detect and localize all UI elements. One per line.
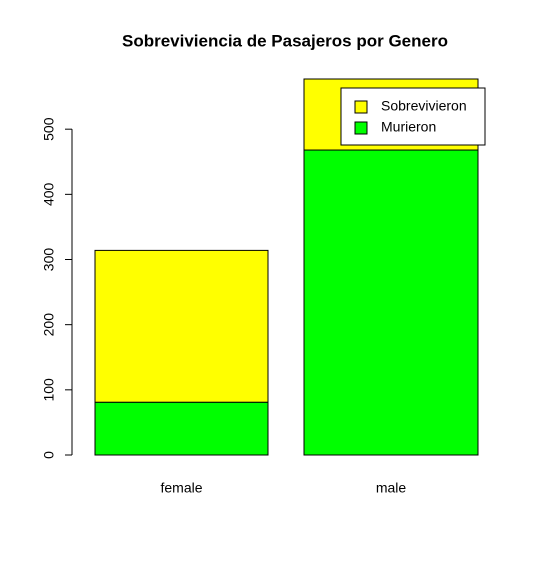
legend-label: Murieron [381,119,436,135]
legend-swatch [354,100,368,114]
legend-swatch [354,121,368,135]
y-tick-label: 100 [41,378,57,402]
legend-label: Sobrevivieron [381,98,467,114]
chart-title: Sobreviviencia de Pasajeros por Genero [122,31,448,50]
legend-box [340,87,486,146]
bar-segment [94,249,269,403]
y-tick-label: 200 [41,313,57,337]
x-tick-label: female [160,480,202,496]
bar-segment [94,401,269,456]
bar-segment [303,149,479,456]
y-tick-label: 0 [41,451,57,459]
y-tick-label: 300 [41,248,57,272]
y-tick-label: 500 [41,117,57,141]
y-tick-label: 400 [41,182,57,206]
x-tick-label: male [376,480,407,496]
